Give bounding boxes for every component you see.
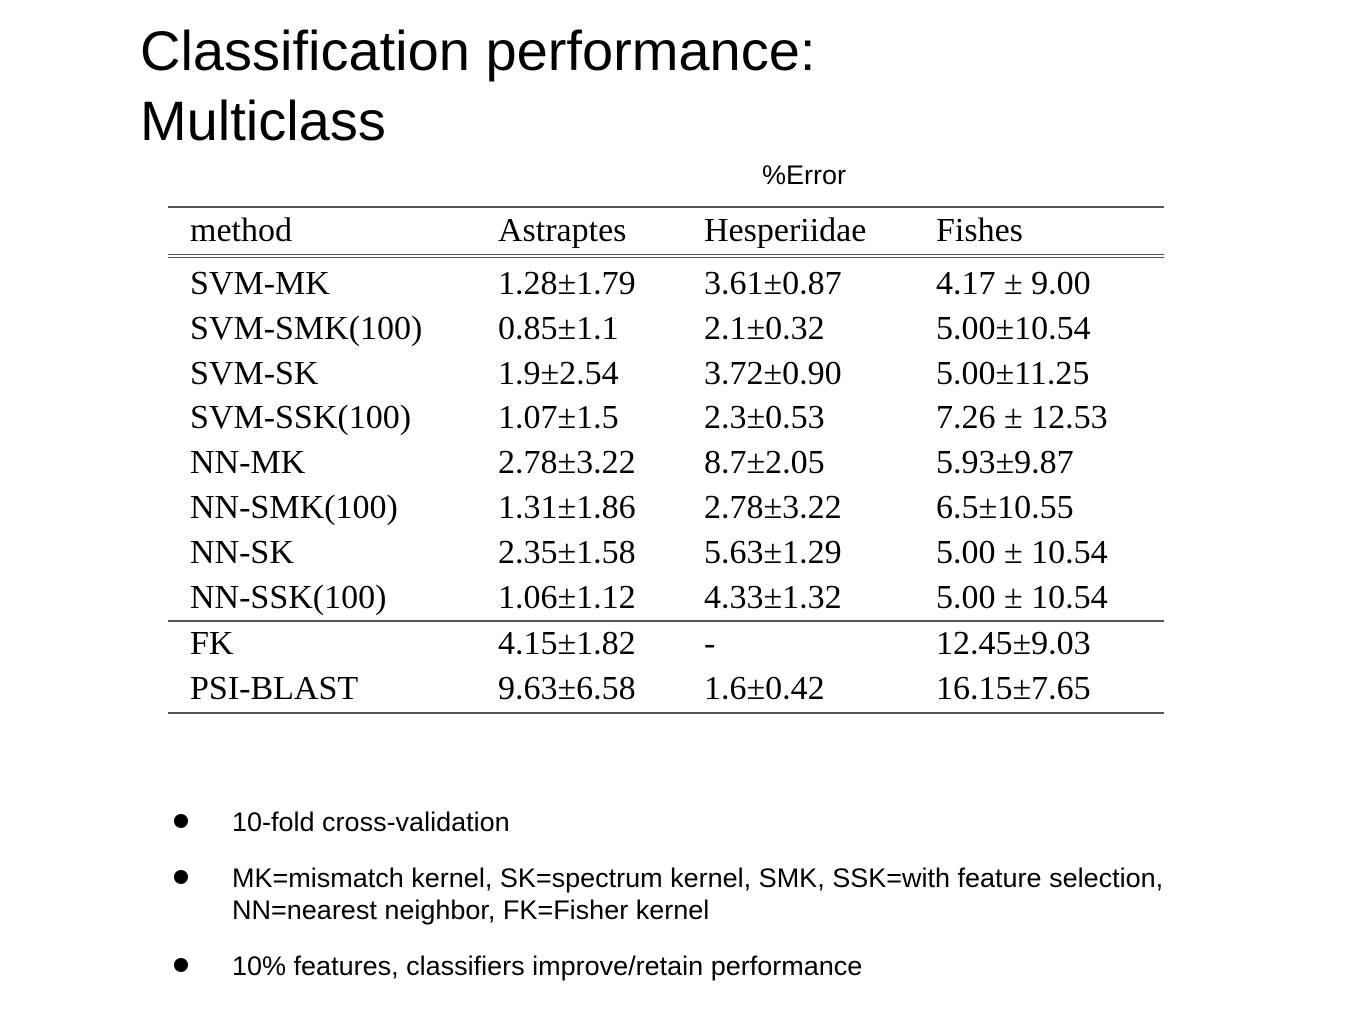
method-cell: NN-MK — [190, 444, 306, 482]
fishes-cell: 5.00±11.25 — [936, 354, 1090, 392]
hesperiidae-cell: 3.72±0.90 — [704, 354, 842, 392]
hesperiidae-cell: 2.78±3.22 — [704, 488, 842, 526]
column-header-method: method — [190, 212, 292, 249]
method-cell: NN-SMK(100) — [190, 488, 398, 526]
hesperiidae-cell: 2.1±0.32 — [704, 309, 825, 347]
table-row: SVM-SK 1.9±2.54 3.72±0.90 5.00±11.25 — [168, 352, 1164, 397]
bullet-item: MK=mismatch kernel, SK=spectrum kernel, … — [170, 862, 1270, 926]
astraptes-cell: 4.15±1.82 — [498, 625, 636, 663]
table-row: SVM-SMK(100) 0.85±1.1 2.1±0.32 5.00±10.5… — [168, 307, 1164, 352]
astraptes-cell: 1.06±1.12 — [498, 575, 704, 623]
bullet-text: 10% features, classifiers improve/retain… — [232, 951, 863, 981]
method-cell: PSI-BLAST — [168, 667, 498, 714]
hesperiidae-cell: - — [704, 625, 716, 663]
astraptes-cell: 1.07±1.5 — [498, 399, 619, 437]
method-cell: NN-SSK(100) — [168, 575, 498, 623]
fishes-cell: 7.26 ± 12.53 — [936, 399, 1108, 437]
table-row: NN-MK 2.78±3.22 8.7±2.05 5.93±9.87 — [168, 441, 1164, 486]
fishes-cell: 5.93±9.87 — [936, 444, 1074, 482]
table-row: NN-SMK(100) 1.31±1.86 2.78±3.22 6.5±10.5… — [168, 486, 1164, 531]
bullet-item: 10% features, classifiers improve/retain… — [170, 950, 1270, 982]
fishes-cell: 5.00 ± 10.54 — [936, 533, 1108, 571]
table-row: SVM-MK 1.28±1.79 3.61±0.87 4.17 ± 9.00 — [168, 256, 1164, 307]
method-cell: SVM-SK — [190, 354, 319, 392]
hesperiidae-cell: 8.7±2.05 — [704, 444, 825, 482]
fishes-cell: 5.00±10.54 — [936, 309, 1091, 347]
hesperiidae-cell: 4.33±1.32 — [704, 575, 936, 623]
table-row: PSI-BLAST 9.63±6.58 1.6±0.42 16.15±7.65 — [168, 667, 1164, 714]
astraptes-cell: 0.85±1.1 — [498, 309, 619, 347]
column-header-astraptes: Astraptes — [498, 212, 627, 249]
fishes-cell: 12.45±9.03 — [936, 625, 1091, 663]
hesperiidae-cell: 3.61±0.87 — [704, 265, 842, 302]
hesperiidae-cell: 5.63±1.29 — [704, 533, 842, 571]
slide-title: Classification performance: Multiclass — [140, 16, 1240, 156]
title-line-2: Multiclass — [140, 89, 386, 152]
fishes-cell: 4.17 ± 9.00 — [936, 265, 1091, 302]
title-line-1: Classification performance: — [140, 19, 816, 82]
table-row: FK 4.15±1.82 - 12.45±9.03 — [168, 621, 1164, 667]
column-header-fishes: Fishes — [936, 212, 1023, 249]
bullet-dot-icon — [174, 870, 188, 884]
hesperiidae-cell: 1.6±0.42 — [704, 667, 936, 714]
table-caption: %Error — [762, 160, 847, 190]
method-cell: SVM-SSK(100) — [190, 399, 412, 437]
bullet-item: 10-fold cross-validation — [170, 806, 1270, 838]
astraptes-cell: 1.9±2.54 — [498, 354, 619, 392]
astraptes-cell: 2.78±3.22 — [498, 444, 636, 482]
method-cell: SVM-SMK(100) — [190, 309, 423, 347]
results-table: method Astraptes Hesperiidae Fishes SVM-… — [168, 206, 1164, 714]
table-header-row: method Astraptes Hesperiidae Fishes — [168, 207, 1164, 256]
fishes-cell: 5.00 ± 10.54 — [936, 575, 1164, 623]
bullet-dot-icon — [174, 814, 188, 828]
table-row: SVM-SSK(100) 1.07±1.5 2.3±0.53 7.26 ± 12… — [168, 396, 1164, 441]
bullet-text: MK=mismatch kernel, SK=spectrum kernel, … — [232, 863, 1164, 925]
table-row: NN-SSK(100) 1.06±1.12 4.33±1.32 5.00 ± 1… — [168, 575, 1164, 623]
method-cell: NN-SK — [190, 533, 294, 571]
astraptes-cell: 2.35±1.58 — [498, 533, 636, 571]
method-cell: FK — [190, 625, 234, 663]
fishes-cell: 16.15±7.65 — [936, 667, 1164, 714]
table-row: NN-SK 2.35±1.58 5.63±1.29 5.00 ± 10.54 — [168, 531, 1164, 576]
astraptes-cell: 1.28±1.79 — [498, 265, 636, 302]
column-header-hesperiidae: Hesperiidae — [704, 212, 867, 249]
bullet-text: 10-fold cross-validation — [232, 807, 510, 837]
astraptes-cell: 1.31±1.86 — [498, 488, 636, 526]
bullet-dot-icon — [174, 958, 188, 972]
astraptes-cell: 9.63±6.58 — [498, 667, 704, 714]
hesperiidae-cell: 2.3±0.53 — [704, 399, 825, 437]
method-cell: SVM-MK — [190, 265, 330, 302]
bullet-list: 10-fold cross-validation MK=mismatch ker… — [170, 806, 1270, 1006]
fishes-cell: 6.5±10.55 — [936, 488, 1074, 526]
